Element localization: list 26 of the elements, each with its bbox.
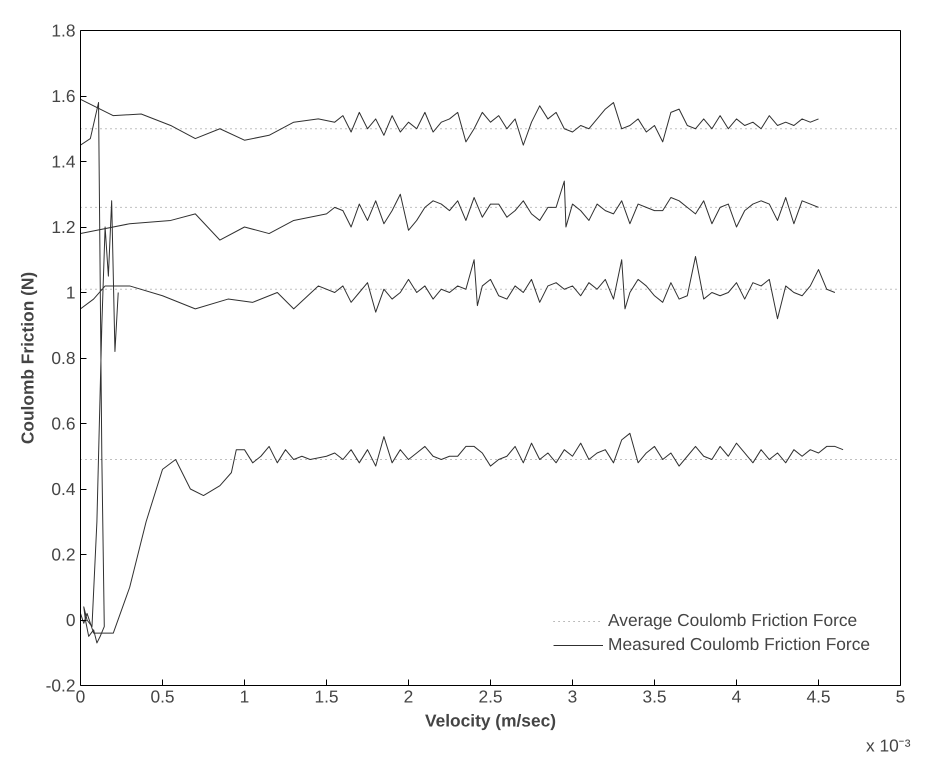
y-tick-label: 1.4 (51, 152, 76, 172)
y-axis-title: Coulomb Friction (N) (18, 272, 38, 444)
x-tick-label: 2 (404, 686, 414, 706)
y-tick-label: -0.2 (46, 676, 76, 696)
legend-label: Measured Coulomb Friction Force (608, 634, 870, 655)
y-tick-label: 0.4 (51, 479, 76, 499)
x-tick-label: 4 (732, 686, 742, 706)
x-tick-label: 2.5 (478, 686, 503, 706)
y-tick-label: 0.8 (51, 348, 76, 368)
x-tick-label: 0.5 (150, 686, 175, 706)
legend-label: Average Coulomb Friction Force (608, 610, 858, 631)
x-tick-label: 1 (240, 686, 250, 706)
x-tick-label: 1.5 (314, 686, 339, 706)
y-tick-label: 1.6 (51, 86, 76, 106)
x-tick-label: 5 (896, 686, 906, 706)
x-axis-title: Velocity (m/sec) (425, 710, 556, 730)
x-tick-label: 4.5 (806, 686, 831, 706)
y-tick-label: 0 (66, 610, 76, 630)
y-tick-label: 1 (66, 282, 76, 302)
text: x 10⁻³ (866, 736, 911, 756)
y-tick-label: 0.2 (51, 544, 76, 564)
y-tick-label: 0.6 (51, 414, 76, 434)
y-tick-label: 1.8 (51, 20, 76, 40)
x-tick-label: 3 (568, 686, 578, 706)
x-tick-label: 3.5 (642, 686, 667, 706)
y-tick-label: 1.2 (51, 217, 76, 237)
